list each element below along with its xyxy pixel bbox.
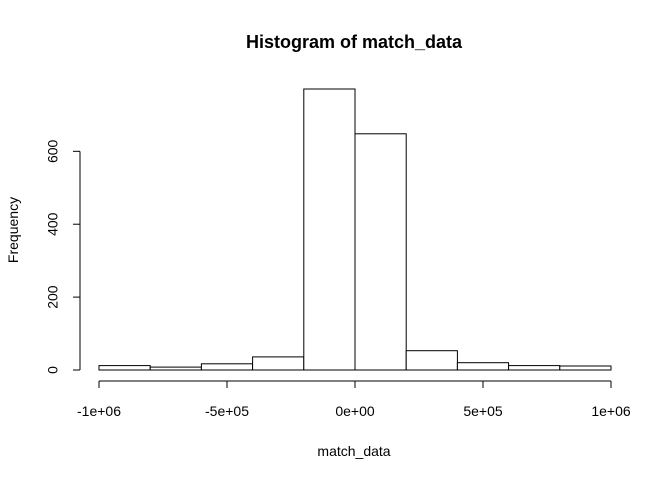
chart-title: Histogram of match_data [246,32,463,52]
histogram-bar-6 [354,133,407,371]
x-tick-label: -5e+05 [205,403,249,419]
y-axis: 0 200 400 600 [45,139,81,374]
x-axis: -1e+06 -5e+05 0e+00 5e+05 1e+06 [77,380,631,419]
histogram-bar-1 [98,365,151,371]
histogram-bar-3 [200,363,254,371]
x-tick-label: -1e+06 [77,403,121,419]
histogram-bar-5 [303,88,356,371]
y-axis-label: Frequency [5,197,21,263]
bars-group [98,88,612,371]
y-tick-label: 200 [45,285,61,309]
x-tick-label: 1e+06 [591,403,631,419]
histogram-bar-4 [252,356,305,371]
y-tick-label: 400 [45,212,61,236]
x-tick-label: 0e+00 [335,403,375,419]
y-tick-label: 600 [45,139,61,163]
y-tick-label: 0 [45,366,61,374]
histogram-bar-10 [559,365,612,371]
histogram-bar-2 [149,366,202,371]
histogram-bar-9 [508,365,561,371]
histogram-bar-8 [456,362,510,371]
histogram-bar-7 [405,350,458,371]
x-tick-label: 5e+05 [463,403,503,419]
x-axis-label: match_data [317,443,390,459]
